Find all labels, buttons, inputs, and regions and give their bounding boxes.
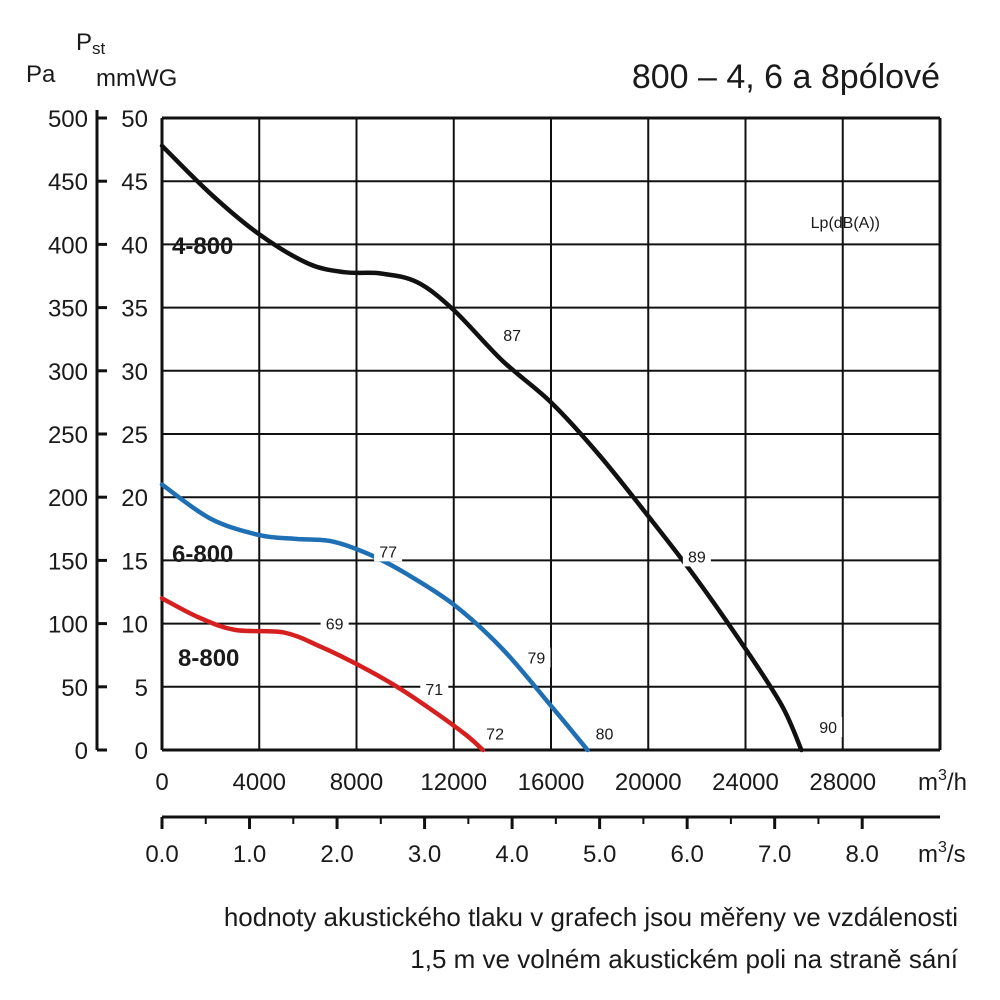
- pa-tick-label: 400: [48, 232, 88, 259]
- m3s-tick-label: 0.0: [145, 841, 178, 868]
- mmwg-tick-label: 35: [121, 296, 148, 323]
- mmwg-tick-label: 40: [121, 232, 148, 259]
- m3s-tick-label: 1.0: [233, 841, 266, 868]
- mmwg-tick-label: 15: [121, 548, 148, 575]
- m3h-tick-label: 8000: [330, 769, 383, 796]
- pst-axis-title: Pst: [76, 29, 106, 58]
- chart-series: [159, 143, 804, 753]
- db-label-bg: [320, 613, 349, 634]
- pa-tick-label: 100: [48, 612, 88, 639]
- db-label-bg: [481, 723, 510, 744]
- m3s-unit-label: m3/s: [918, 839, 966, 868]
- m3h-unit-label: m3/h: [918, 767, 967, 796]
- pa-tick-label: 0: [75, 738, 88, 765]
- db-label: 87: [503, 328, 521, 345]
- db-label: 71: [425, 682, 443, 699]
- pa-tick-label: 150: [48, 548, 88, 575]
- series-line-8-800: [159, 596, 486, 753]
- pa-tick-label: 200: [48, 485, 88, 512]
- measurement-note-line2: 1,5 m ve volném akustickém poli na stran…: [410, 944, 958, 974]
- m3h-tick-label: 12000: [420, 769, 487, 796]
- pa-tick-label: 500: [48, 106, 88, 133]
- chart-title: 800 – 4, 6 a 8pólové: [632, 58, 940, 96]
- chart-labels: Pa Pst mmWG 800 – 4, 6 a 8pólové Lp(dB(A)) 4-…: [26, 29, 940, 744]
- mmwg-tick-label: 10: [121, 612, 148, 639]
- m3s-tick-label: 3.0: [408, 841, 441, 868]
- m3s-tick-label: 8.0: [846, 841, 879, 868]
- chart-grid: [160, 116, 942, 752]
- m3s-tick-label: 5.0: [583, 841, 616, 868]
- db-label-bg: [590, 723, 619, 744]
- series-label-4-800: 4-800: [172, 233, 233, 260]
- m3h-tick-label: 28000: [809, 769, 876, 796]
- m3h-tick-label: 4000: [233, 769, 286, 796]
- pa-axis-title: Pa: [26, 61, 56, 88]
- m3s-tick-label: 4.0: [495, 841, 528, 868]
- pa-tick-label: 50: [61, 675, 88, 702]
- m3s-tick-label: 2.0: [320, 841, 353, 868]
- db-label-bg: [682, 546, 711, 567]
- mmwg-tick-label: 25: [121, 422, 148, 449]
- measurement-note-line1: hodnoty akustického tlaku v grafech jsou…: [223, 902, 958, 932]
- db-label: 69: [326, 616, 344, 633]
- db-label: 79: [528, 651, 546, 668]
- mmwg-tick-label: 5: [135, 675, 148, 702]
- pa-tick-label: 300: [48, 359, 88, 386]
- mmwg-axis-title: mmWG: [96, 65, 177, 92]
- db-label-bg: [814, 717, 843, 738]
- db-label: 80: [596, 726, 614, 743]
- mmwg-tick-label: 20: [121, 485, 148, 512]
- m3h-tick-label: 20000: [615, 769, 682, 796]
- mmwg-tick-label: 50: [121, 106, 148, 133]
- pa-tick-label: 450: [48, 169, 88, 196]
- series-line-6-800: [159, 482, 590, 753]
- db-label-bg: [420, 679, 449, 700]
- series-label-8-800: 8-800: [178, 645, 239, 672]
- db-label-bg: [498, 325, 527, 346]
- db-label-bg: [374, 541, 403, 562]
- db-label-bg: [522, 647, 551, 668]
- m3s-tick-label: 6.0: [670, 841, 703, 868]
- pa-tick-label: 350: [48, 296, 88, 323]
- m3h-tick-label: 16000: [518, 769, 585, 796]
- db-label: 89: [688, 549, 706, 566]
- pa-tick-label: 250: [48, 422, 88, 449]
- m3s-tick-label: 7.0: [758, 841, 791, 868]
- m3h-tick-label: 0: [155, 769, 168, 796]
- db-label: 77: [379, 544, 397, 561]
- series-label-6-800: 6-800: [172, 541, 233, 568]
- db-label: 90: [819, 720, 837, 737]
- mmwg-tick-label: 30: [121, 359, 148, 386]
- mmwg-tick-label: 45: [121, 169, 148, 196]
- m3h-tick-label: 24000: [712, 769, 779, 796]
- mmwg-tick-label: 0: [135, 738, 148, 765]
- lp-dba-label: Lp(dB(A)): [811, 215, 880, 232]
- db-label: 72: [486, 726, 504, 743]
- series-line-4-800: [159, 143, 804, 753]
